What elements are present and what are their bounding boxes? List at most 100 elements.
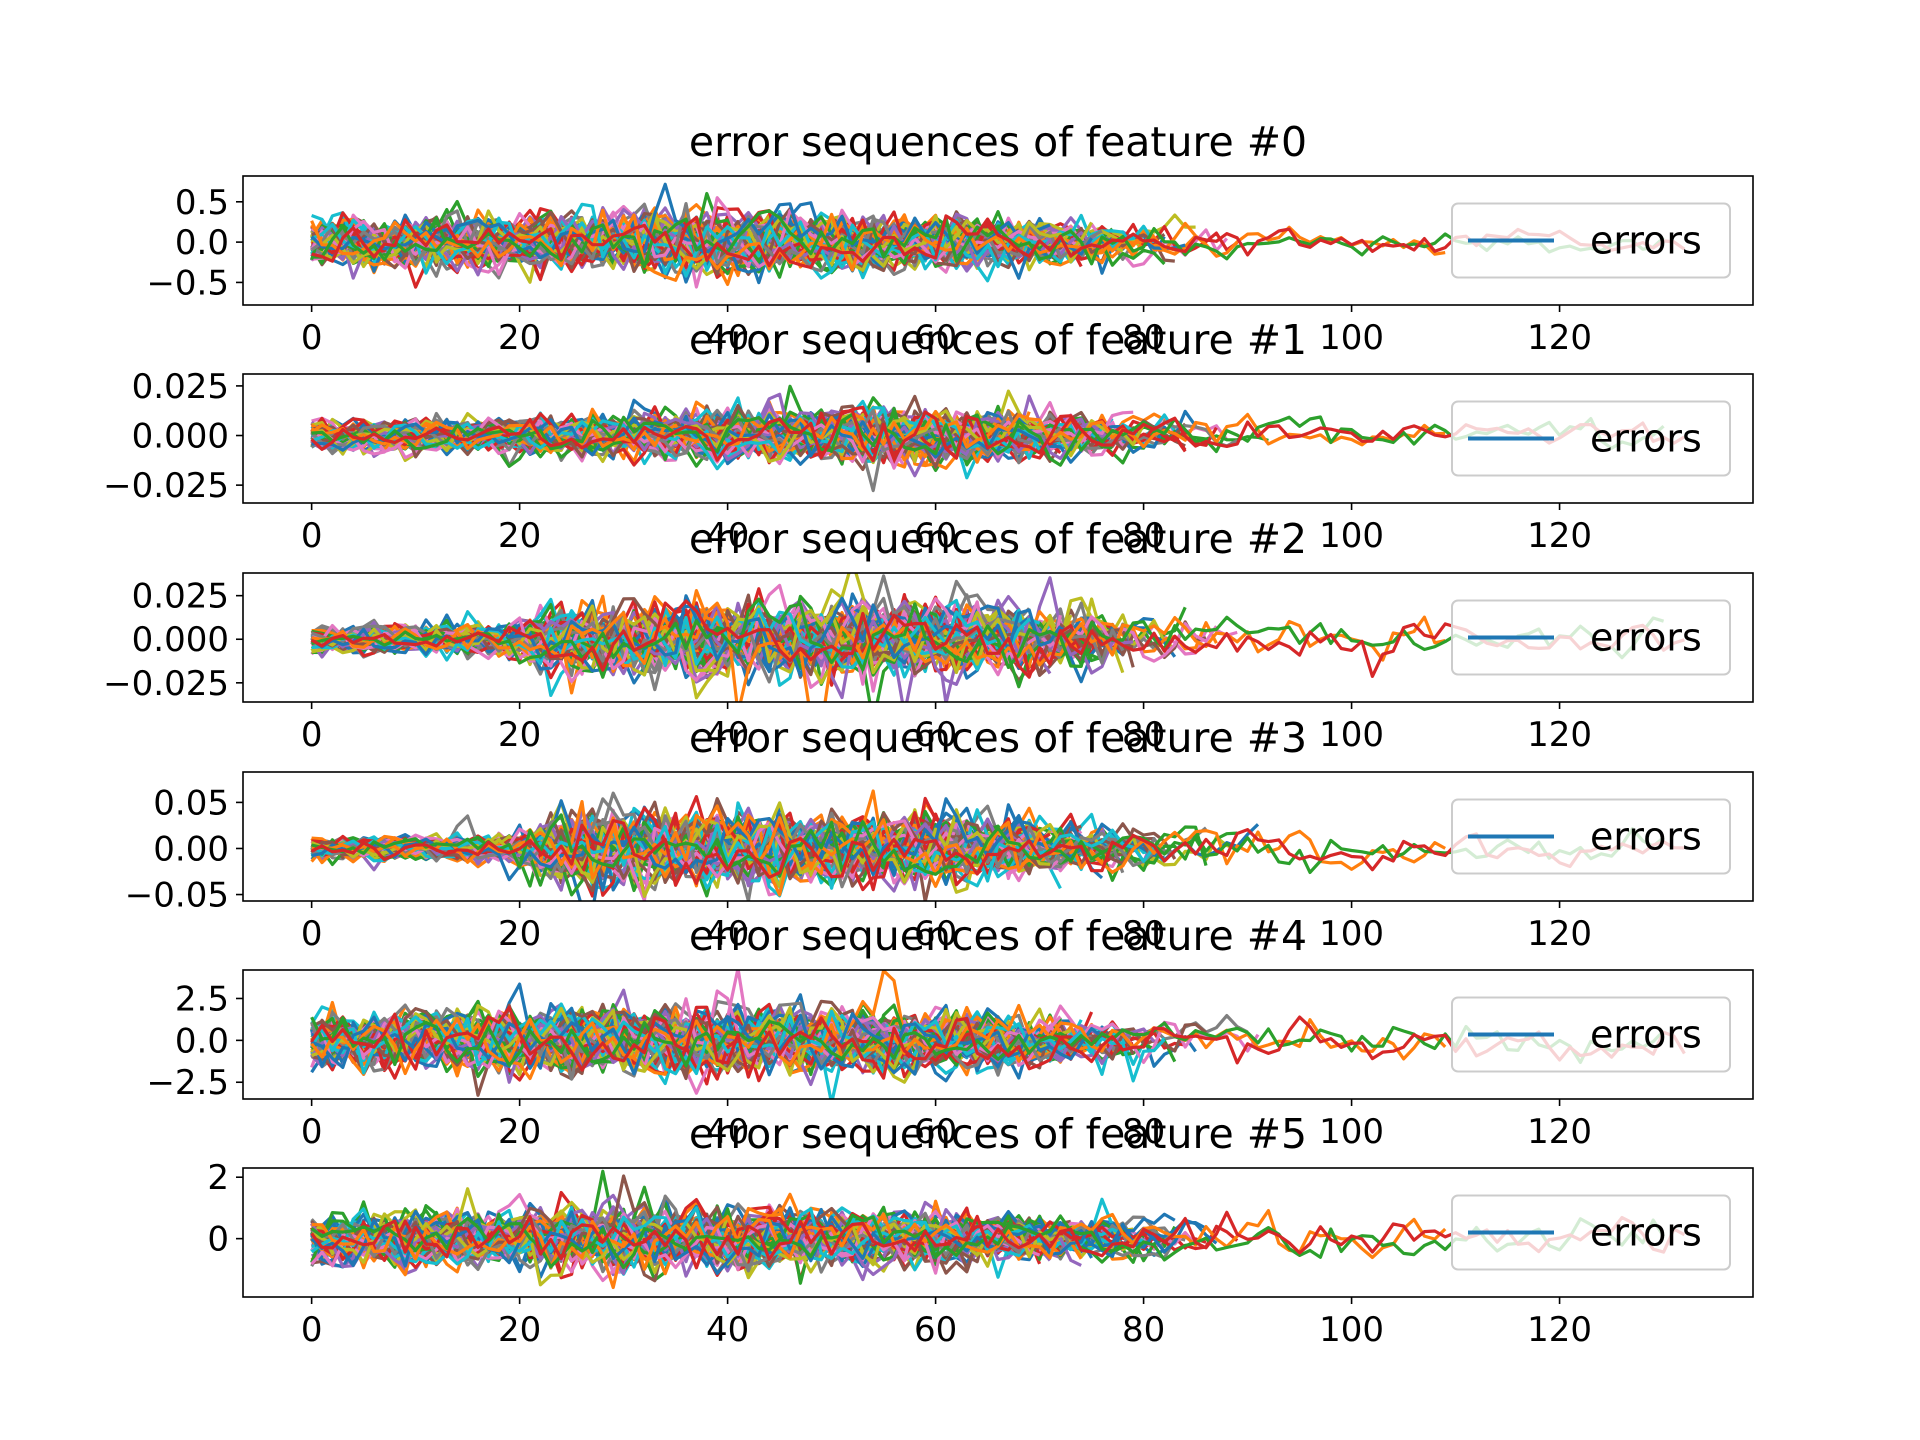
series-line-62 [311, 209, 1665, 269]
x-tick-label: 60 [914, 318, 957, 358]
axes-frame [242, 771, 1754, 902]
series-line-61 [311, 1209, 1447, 1271]
x-tick-label: 0 [301, 914, 323, 954]
subplot-title: error sequences of feature #3 [689, 714, 1307, 762]
subplot-feature-3: 0 20 40 60 80 100 120 −0.05 0.00 0.05 error sequen… [125, 714, 1754, 954]
y-tick-label: 2 [207, 1158, 229, 1198]
series-line-61 [311, 601, 1446, 702]
x-tick-label: 0 [301, 715, 323, 755]
x-tick-label: 20 [498, 1310, 541, 1350]
legend-label: errors [1590, 219, 1702, 263]
y-tick-label: 0.0 [175, 223, 229, 263]
x-tick-label: 60 [914, 715, 957, 755]
x-tick-label: 120 [1527, 914, 1592, 954]
subplot-title: error sequences of feature #2 [689, 515, 1307, 563]
y-tick-label: 0.05 [153, 783, 229, 823]
legend-label: errors [1590, 616, 1702, 660]
y-tick-label: 0.025 [132, 577, 229, 617]
x-tick-label: 40 [706, 318, 749, 358]
legend: errors [1451, 798, 1731, 875]
y-tick-label: 0.000 [132, 417, 229, 457]
legend: errors [1451, 400, 1731, 477]
y-tick-label: −0.05 [125, 876, 229, 916]
legend-box [1451, 400, 1731, 477]
y-tick-label: 0.025 [132, 367, 229, 407]
legend-label: errors [1590, 815, 1702, 859]
series-line-56 [310, 583, 1062, 682]
axes-frame [242, 175, 1754, 306]
subplot-feature-1: 0 20 40 60 80 100 120 −0.025 0.000 0.025 error seq… [103, 316, 1754, 556]
x-tick-label: 0 [301, 318, 323, 358]
x-tick-label: 100 [1319, 1112, 1384, 1152]
x-tick-label: 100 [1319, 1310, 1384, 1350]
x-tick-label: 100 [1319, 318, 1384, 358]
x-tick-label: 100 [1319, 516, 1384, 556]
subplot-feature-5: 0 20 40 60 80 100 120 0 2 error sequences of feat… [207, 1110, 1754, 1350]
x-tick-label: 80 [1122, 516, 1165, 556]
series-line-60 [310, 1215, 1218, 1275]
series-group [310, 970, 1686, 1099]
x-tick-label: 20 [498, 914, 541, 954]
x-tick-label: 0 [301, 1112, 323, 1152]
x-tick-label: 40 [706, 914, 749, 954]
y-tick-label: −2.5 [146, 1063, 229, 1103]
x-tick-label: 100 [1319, 914, 1384, 954]
series-group [310, 1169, 1686, 1290]
series-line-54 [311, 815, 1051, 885]
x-tick-label: 80 [1122, 1310, 1165, 1350]
x-tick-label: 20 [498, 1112, 541, 1152]
x-tick-label: 60 [914, 1112, 957, 1152]
x-tick-label: 120 [1527, 516, 1592, 556]
subplot-title: error sequences of feature #4 [689, 912, 1307, 960]
legend-box [1451, 202, 1731, 279]
legend-box [1451, 1194, 1731, 1271]
subplot-title: error sequences of feature #0 [689, 118, 1307, 166]
x-tick-label: 40 [706, 516, 749, 556]
x-tick-label: 80 [1122, 1112, 1165, 1152]
y-tick-label: 0.000 [132, 620, 229, 660]
legend: errors [1451, 599, 1731, 676]
legend-label: errors [1590, 417, 1702, 461]
x-tick-label: 40 [706, 715, 749, 755]
x-tick-label: 0 [301, 516, 323, 556]
series-line-61 [310, 208, 1446, 282]
legend: errors [1451, 1194, 1731, 1271]
series-group [310, 789, 1685, 901]
x-tick-label: 60 [914, 914, 957, 954]
x-tick-label: 120 [1527, 318, 1592, 358]
legend: errors [1451, 202, 1731, 279]
legend-box [1451, 798, 1731, 875]
y-tick-label: −0.025 [103, 466, 229, 506]
x-tick-label: 20 [498, 516, 541, 556]
series-line-61 [310, 1003, 1447, 1076]
series-line-59 [310, 1206, 1041, 1266]
x-tick-label: 80 [1122, 318, 1165, 358]
axes-frame [242, 373, 1754, 504]
x-tick-label: 80 [1122, 715, 1165, 755]
x-tick-label: 100 [1319, 715, 1384, 755]
legend-label: errors [1590, 1211, 1702, 1255]
y-tick-label: 0 [207, 1220, 229, 1260]
legend: errors [1451, 996, 1731, 1073]
y-tick-label: 0.5 [175, 183, 229, 223]
x-tick-label: 0 [301, 1310, 323, 1350]
series-group [310, 573, 1685, 702]
x-tick-label: 120 [1527, 1112, 1592, 1152]
series-line-58 [311, 1005, 1041, 1073]
y-tick-label: 0.00 [153, 829, 229, 869]
x-tick-label: 60 [914, 1310, 957, 1350]
subplot-feature-0: 0 20 40 60 80 100 120 −0.50.00.5 error sequences… [146, 118, 1754, 358]
x-tick-label: 40 [706, 1310, 749, 1350]
axes-frame [242, 1167, 1754, 1298]
series-line-60 [310, 594, 1062, 678]
x-tick-label: 20 [498, 715, 541, 755]
y-tick-label: −0.5 [146, 263, 229, 303]
series-group [310, 182, 1686, 289]
y-tick-label: −0.025 [103, 664, 229, 704]
subplot-title: error sequences of feature #1 [689, 316, 1307, 364]
legend-box [1451, 996, 1731, 1073]
axes-frame [242, 969, 1754, 1100]
legend-box [1451, 599, 1731, 676]
